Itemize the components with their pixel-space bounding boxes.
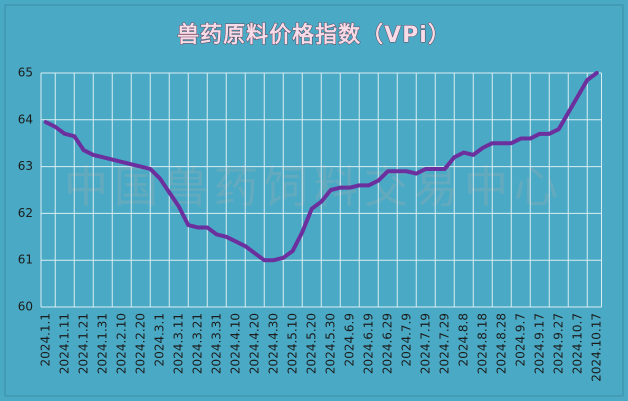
- x-tick-label: 2024.6.19: [361, 313, 375, 374]
- x-tick-label: 2024.1.21: [76, 313, 90, 374]
- x-tick-label: 2024.8.28: [494, 313, 508, 374]
- x-tick-label: 2024.3.21: [190, 313, 204, 374]
- x-tick-label: 2024.4.30: [266, 313, 280, 374]
- y-tick-label: 63: [18, 159, 33, 173]
- x-tick-label: 2024.9.7: [513, 313, 527, 366]
- x-tick-label: 2024.10.7: [570, 313, 584, 374]
- watermark: 中国兽药饲料交易中心: [64, 162, 564, 213]
- x-tick-label: 2024.7.29: [437, 313, 451, 374]
- x-tick-label: 2024.10.17: [589, 313, 603, 382]
- x-tick-label: 2024.7.9: [399, 313, 413, 366]
- x-tick-label: 2024.9.27: [551, 313, 565, 374]
- x-tick-label: 2024.1.11: [57, 313, 71, 374]
- x-tick-label: 2024.2.10: [114, 313, 128, 374]
- x-tick-label: 2024.6.29: [380, 313, 394, 374]
- x-tick-label: 2024.7.19: [418, 313, 432, 374]
- x-tick-label: 2024.8.8: [456, 313, 470, 366]
- x-tick-label: 2024.1.1: [38, 313, 52, 366]
- x-tick-label: 2024.1.31: [95, 313, 109, 374]
- x-tick-label: 2024.2.20: [133, 313, 147, 374]
- y-tick-label: 60: [18, 300, 33, 314]
- x-tick-label: 2024.8.18: [475, 313, 489, 374]
- x-tick-label: 2024.3.11: [171, 313, 185, 374]
- x-tick-label: 2024.4.20: [247, 313, 261, 374]
- y-tick-label: 64: [18, 112, 33, 126]
- x-tick-label: 2024.5.20: [304, 313, 318, 374]
- y-tick-label: 62: [18, 206, 33, 220]
- y-tick-label: 65: [18, 66, 33, 80]
- chart-title: 兽药原料价格指数（VPi）: [177, 22, 451, 48]
- x-tick-label: 2024.4.10: [228, 313, 242, 374]
- frame: [4, 4, 624, 397]
- x-tick-label: 2024.3.1: [152, 313, 166, 366]
- x-tick-label: 2024.6.9: [342, 313, 356, 366]
- x-tick-label: 2024.5.30: [323, 313, 337, 374]
- x-tick-label: 2024.9.17: [532, 313, 546, 374]
- x-tick-label: 2024.5.10: [285, 313, 299, 374]
- data-line: [43, 71, 599, 263]
- y-tick-label: 61: [18, 253, 33, 267]
- x-tick-label: 2024.3.31: [209, 313, 223, 374]
